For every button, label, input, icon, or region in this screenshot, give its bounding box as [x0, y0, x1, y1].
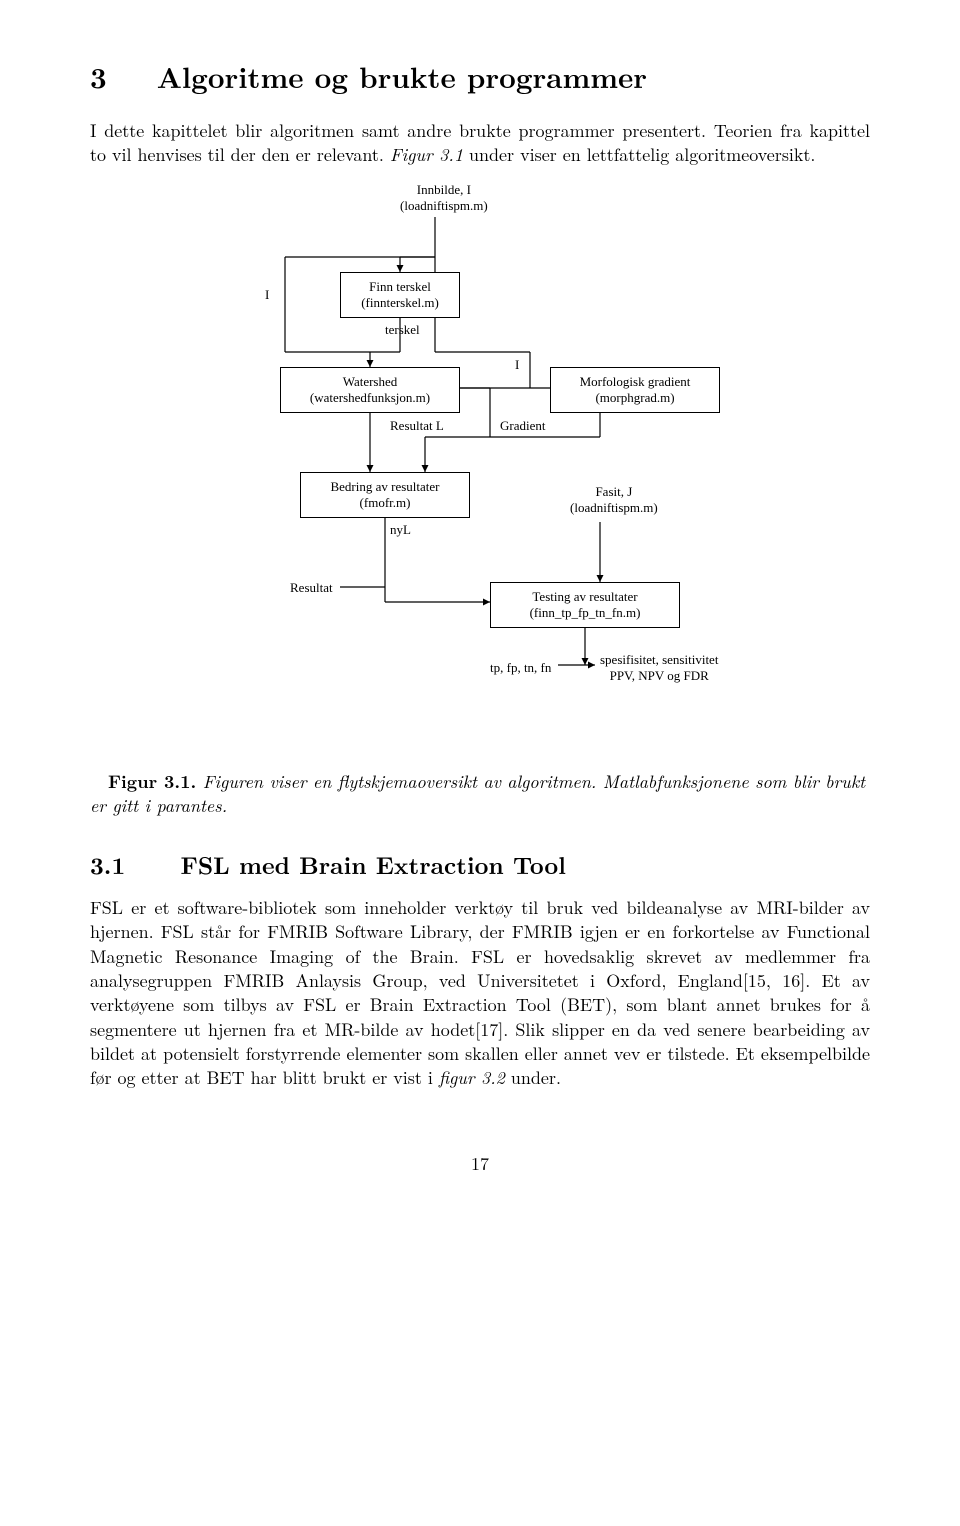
flowchart-node-resL: Resultat L [390, 418, 444, 434]
section-title: Algoritme og brukte programmer [157, 55, 647, 97]
flowchart-node-nyL: nyL [390, 522, 411, 538]
body-p1-c: under. [505, 1065, 561, 1090]
intro-figref: Figur 3.1 [390, 142, 463, 167]
page-number: 17 [90, 1151, 870, 1176]
flowchart-node-tpfp: tp, fp, tn, fn [490, 660, 551, 676]
body-paragraph-1: FSL er et software-bibliotek som innehol… [90, 896, 870, 1090]
subsection-number: 3.1 [90, 848, 125, 882]
flowchart-node-terskel: terskel [385, 322, 420, 338]
flowchart: Innbilde, I(loadniftispm.m) Finn terskel(… [180, 182, 780, 762]
flowchart-node-Ilabel: I [515, 357, 519, 373]
caption-text: Figuren viser en flytskjemaoversikt av a… [90, 769, 865, 818]
body-p1-figref: figur 3.2 [439, 1065, 505, 1090]
subsection-title: FSL med Brain Extraction Tool [180, 848, 565, 882]
flowchart-node-resultat: Resultat [290, 580, 333, 596]
subsection-heading: 3.1 FSL med Brain Extraction Tool [90, 848, 870, 882]
flowchart-node-n3: Watershed(watershedfunksjon.m) [280, 367, 460, 414]
flowchart-node-grad: Gradient [500, 418, 545, 434]
flowchart-node-n4: Morfologisk gradient(morphgrad.m) [550, 367, 720, 414]
caption-label: Figur 3.1. [108, 769, 196, 794]
body-p1-a: FSL er et software-bibliotek som innehol… [90, 895, 870, 1090]
intro-paragraph: I dette kapittelet blir algoritmen samt … [90, 119, 870, 168]
flowchart-node-fasit: Fasit, J(loadniftispm.m) [570, 484, 658, 517]
flowchart-node-I: I [265, 287, 269, 303]
section-heading: 3 Algoritme og brukte programmer [90, 55, 870, 97]
flowchart-node-n2: Finn terskel(finnterskel.m) [340, 272, 460, 319]
intro-text-c: under viser en lettfattelig algoritmeove… [463, 142, 815, 167]
flowchart-node-n5: Bedring av resultater(fmofr.m) [300, 472, 470, 519]
flowchart-node-n1: Innbilde, I(loadniftispm.m) [400, 182, 488, 215]
flowchart-node-n6: Testing av resultater(finn_tp_fp_tn_fn.m… [490, 582, 680, 629]
flowchart-node-spes: spesifisitet, sensitivitetPPV, NPV og FD… [600, 652, 718, 685]
figure-caption: Figur 3.1. Figuren viser en flytskjemaov… [90, 770, 870, 819]
section-number: 3 [90, 55, 107, 97]
